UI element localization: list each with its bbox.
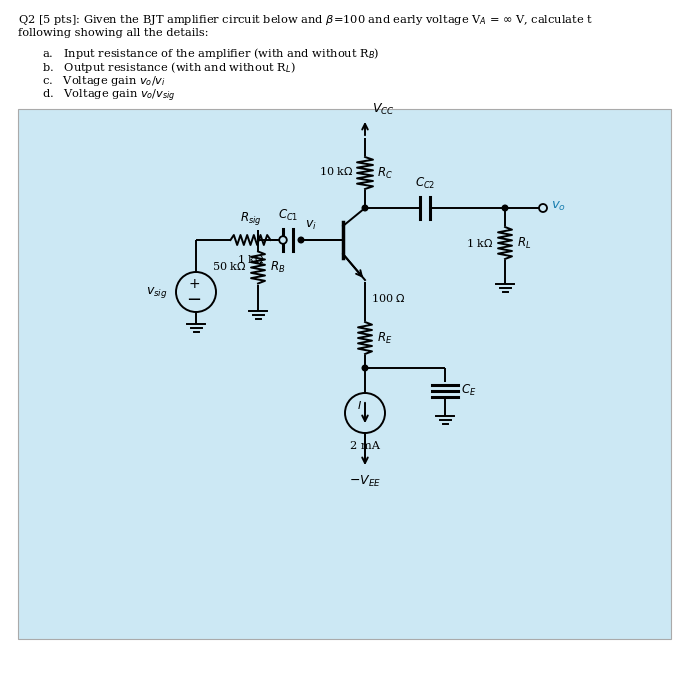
Text: $C_{C2}$: $C_{C2}$: [415, 176, 435, 191]
Text: $C_E$: $C_E$: [461, 382, 476, 398]
Circle shape: [298, 237, 304, 243]
Text: 1 k$\Omega$: 1 k$\Omega$: [237, 253, 264, 265]
Text: Q2 [5 pts]: Given the BJT amplifier circuit below and $\beta$=100 and early volt: Q2 [5 pts]: Given the BJT amplifier circ…: [18, 13, 593, 27]
Text: $R_C$: $R_C$: [377, 165, 393, 180]
Text: b.   Output resistance (with and without R$_L$): b. Output resistance (with and without R…: [42, 60, 296, 75]
Text: following showing all the details:: following showing all the details:: [18, 28, 209, 38]
Text: $v_{sig}$: $v_{sig}$: [146, 285, 168, 300]
Circle shape: [539, 204, 547, 212]
Circle shape: [362, 365, 368, 371]
Circle shape: [502, 205, 508, 211]
Text: c.   Voltage gain $v_o$/$v_i$: c. Voltage gain $v_o$/$v_i$: [42, 74, 166, 88]
Text: $R_{sig}$: $R_{sig}$: [240, 210, 261, 227]
Text: d.   Voltage gain $v_o$/$v_{sig}$: d. Voltage gain $v_o$/$v_{sig}$: [42, 88, 176, 104]
Text: $R_L$: $R_L$: [517, 235, 531, 251]
Text: $R_B$: $R_B$: [270, 260, 285, 275]
Text: $I$: $I$: [357, 399, 362, 411]
Text: $R_E$: $R_E$: [377, 330, 392, 346]
Text: $v_i$: $v_i$: [305, 219, 317, 232]
Circle shape: [362, 205, 368, 211]
Text: 100 $\Omega$: 100 $\Omega$: [371, 292, 406, 304]
Text: a.   Input resistance of the amplifier (with and without R$_B$): a. Input resistance of the amplifier (wi…: [42, 46, 380, 61]
Text: 1 k$\Omega$: 1 k$\Omega$: [466, 237, 493, 249]
Text: $-V_{EE}$: $-V_{EE}$: [349, 474, 381, 489]
Text: $C_{C1}$: $C_{C1}$: [278, 208, 298, 223]
Text: 10 k$\Omega$: 10 k$\Omega$: [318, 165, 353, 177]
Circle shape: [279, 236, 287, 244]
Text: 2 mA: 2 mA: [350, 441, 380, 451]
Text: $v_o$: $v_o$: [551, 199, 566, 212]
Text: $V_{CC}$: $V_{CC}$: [372, 102, 395, 117]
Text: +: +: [188, 277, 200, 291]
Text: −: −: [187, 291, 202, 309]
Text: 50 k$\Omega$: 50 k$\Omega$: [212, 260, 246, 271]
FancyBboxPatch shape: [18, 109, 671, 639]
